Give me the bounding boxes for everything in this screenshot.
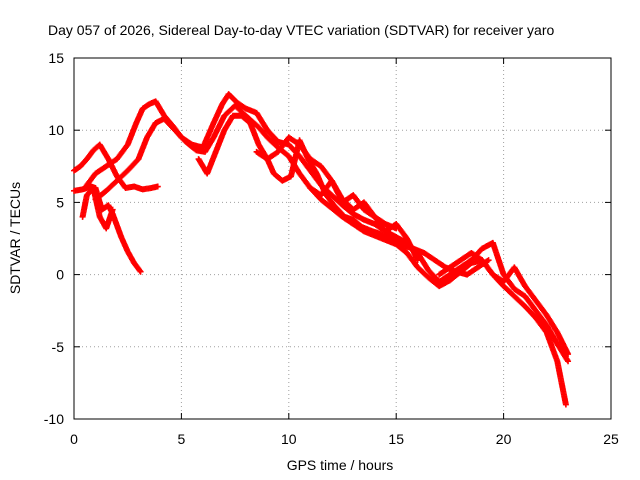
x-axis-label: GPS time / hours: [287, 457, 394, 473]
axis-ticks: 0 5 10 15 20 25 -10 -5 0 5 10 15: [44, 50, 619, 447]
data-point: [109, 206, 116, 213]
y-tick-label: 15: [48, 50, 64, 66]
data-point: [136, 267, 143, 274]
x-tick-label: 10: [281, 431, 297, 447]
data-point: [393, 225, 400, 232]
data-points: [71, 91, 572, 408]
data-point: [565, 351, 572, 358]
grid-lines: [74, 58, 611, 419]
data-point: [485, 257, 492, 264]
y-tick-label: 5: [56, 194, 64, 210]
data-point: [414, 257, 421, 264]
data-point: [154, 183, 161, 190]
x-tick-label: 20: [496, 431, 512, 447]
chart-title: Day 057 of 2026, Sidereal Day-to-day VTE…: [48, 22, 554, 38]
y-tick-label: 0: [56, 267, 64, 283]
y-axis-label: SDTVAR / TECUs: [7, 182, 23, 294]
y-tick-label: 10: [48, 122, 64, 138]
x-tick-label: 25: [603, 431, 619, 447]
y-tick-label: -5: [52, 339, 65, 355]
data-point: [565, 358, 572, 365]
y-tick-label: -10: [44, 411, 64, 427]
data-point: [562, 401, 569, 408]
data-point: [137, 268, 144, 275]
x-tick-label: 15: [388, 431, 404, 447]
x-tick-label: 0: [70, 431, 78, 447]
x-tick-label: 5: [178, 431, 186, 447]
plot-frame: [73, 57, 612, 420]
